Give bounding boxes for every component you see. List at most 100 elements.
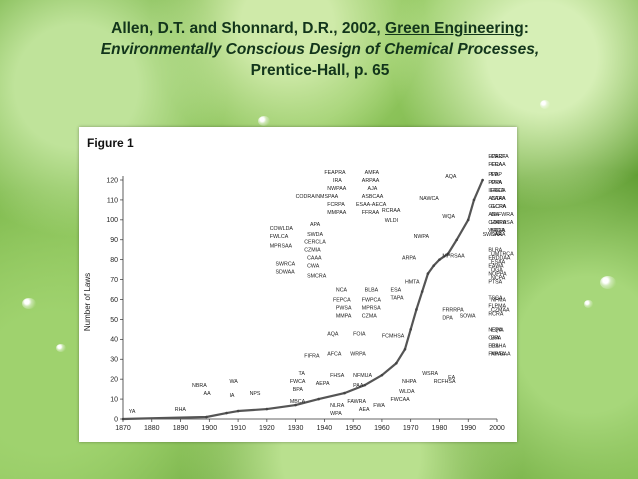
laws-chart: 1870 1880 1890 1900 1910 1920 1930 1940 1950 1960… [83, 154, 514, 432]
law-label: FEPCA [333, 297, 351, 303]
law-label: EAWA [488, 264, 504, 270]
law-label: NPS [250, 391, 261, 397]
law-label: GLFWRA [491, 212, 514, 218]
law-label: UMTRCA [491, 252, 514, 258]
law-label: RCRA [488, 311, 503, 317]
x-tick-label: 1900 [202, 425, 218, 432]
law-label: FCMHSA [382, 333, 405, 339]
data-point [363, 383, 366, 387]
law-label: ABA [488, 212, 499, 218]
law-label: WRPA [350, 351, 366, 357]
x-tick-label: 1910 [230, 425, 246, 432]
figure-panel: Figure 1 1870 1880 1890 1900 1910 1920 1930 194… [79, 127, 517, 442]
law-label: AQA [445, 174, 457, 180]
law-label: CRAA [491, 162, 506, 168]
law-label: SARA [491, 232, 506, 238]
y-tick-label: 60 [110, 297, 118, 304]
law-label: CZMAA [491, 307, 510, 313]
law-label: CZMA [362, 313, 377, 319]
law-label: NPAA [491, 351, 505, 357]
law-label: FHSA [330, 373, 345, 379]
x-tick-label: 1950 [345, 425, 361, 432]
law-label: NBRA [192, 383, 207, 389]
law-label: CZMIA [304, 248, 321, 254]
law-label: PWSA [336, 305, 352, 311]
law-label: BLRA [488, 248, 502, 254]
law-label: CODRA/NMSPAA [296, 194, 339, 200]
law-label: ESA [391, 288, 402, 294]
law-label: FAWRAA [488, 351, 511, 357]
law-label: WA [229, 379, 238, 385]
law-label: GLCPA [488, 204, 506, 210]
law-label: NLRA [330, 403, 345, 409]
law-label: AQA [327, 331, 339, 337]
law-label: IA [229, 393, 234, 399]
law-label: AMFA [365, 170, 380, 176]
x-tick-label: 1980 [432, 425, 448, 432]
law-label: EEA [488, 343, 499, 349]
law-label: FEAPRA [324, 170, 346, 176]
law-label: WRDA [488, 228, 505, 234]
y-tick-label: 80 [110, 257, 118, 264]
law-label: AA [204, 391, 212, 397]
law-label: COWLDA [270, 226, 294, 232]
law-label: NAWCA [419, 196, 439, 202]
data-point [481, 178, 484, 182]
law-label: FWCAA [391, 397, 411, 403]
law-label: RCRAA [382, 208, 401, 214]
water-drop-decoration [22, 298, 36, 309]
water-drop-decoration [540, 100, 550, 109]
data-point [472, 198, 476, 202]
y-tick-label: 50 [110, 317, 118, 324]
law-label: TAPA [391, 296, 405, 302]
law-label: EDP [491, 172, 502, 178]
citation-publisher: Prentice-Hall, p. 65 [250, 62, 390, 79]
x-tick-label: 1890 [173, 425, 189, 432]
law-label: IRA [333, 178, 342, 184]
law-label: AEA [359, 407, 370, 413]
citation-authors: Allen, D.T. and Shonnard, D.R., 2002, [111, 20, 386, 37]
x-tick-label: 1960 [374, 425, 390, 432]
law-label: AFCA [327, 351, 342, 357]
law-label: ARPAA [362, 178, 380, 184]
law-label: SWDAA [483, 232, 503, 238]
law-label: DPA [442, 315, 453, 321]
x-tick-label: 1970 [403, 425, 419, 432]
y-tick-label: 10 [110, 396, 118, 403]
data-point [121, 417, 125, 421]
law-label: WLDI [385, 218, 398, 224]
law-label: PPVA [488, 180, 502, 186]
law-label: ARPA [402, 256, 416, 262]
y-tick-label: 100 [106, 217, 118, 224]
law-label: MMPA [336, 313, 352, 319]
data-point [236, 409, 240, 413]
law-label: MPRSAA [270, 244, 293, 250]
law-label: TA [298, 371, 305, 377]
law-label: WPA [330, 411, 342, 417]
law-label: OSHA [491, 343, 506, 349]
law-label: CAAA [491, 196, 506, 202]
law-label: WQA [442, 214, 455, 220]
x-tick-label: 1870 [115, 425, 131, 432]
law-label: SOWA [460, 313, 476, 319]
law-label: FIFRA [304, 353, 320, 359]
law-label: FFCA [488, 162, 502, 168]
law-label: WSRA [422, 371, 438, 377]
y-tick-label: 40 [110, 337, 118, 344]
law-label: OGA [491, 268, 503, 274]
law-label: ERDDAA [488, 256, 511, 262]
law-label: ANTPA [488, 196, 506, 202]
data-point [294, 403, 297, 407]
law-label: BLBA [365, 288, 379, 294]
law-label: FCRPA [327, 202, 345, 208]
law-label: RHA [175, 407, 187, 413]
law-label: AJA [368, 186, 378, 192]
law-label: HMTA [405, 280, 420, 286]
figure-label: Figure 1 [87, 136, 134, 150]
y-tick-label: 90 [110, 237, 118, 244]
law-label: FWPCA [362, 297, 382, 303]
water-drop-decoration [258, 116, 270, 126]
citation-colon: : [523, 20, 529, 37]
law-label: WLDA [399, 389, 415, 395]
law-label: NWPAA [327, 186, 346, 192]
